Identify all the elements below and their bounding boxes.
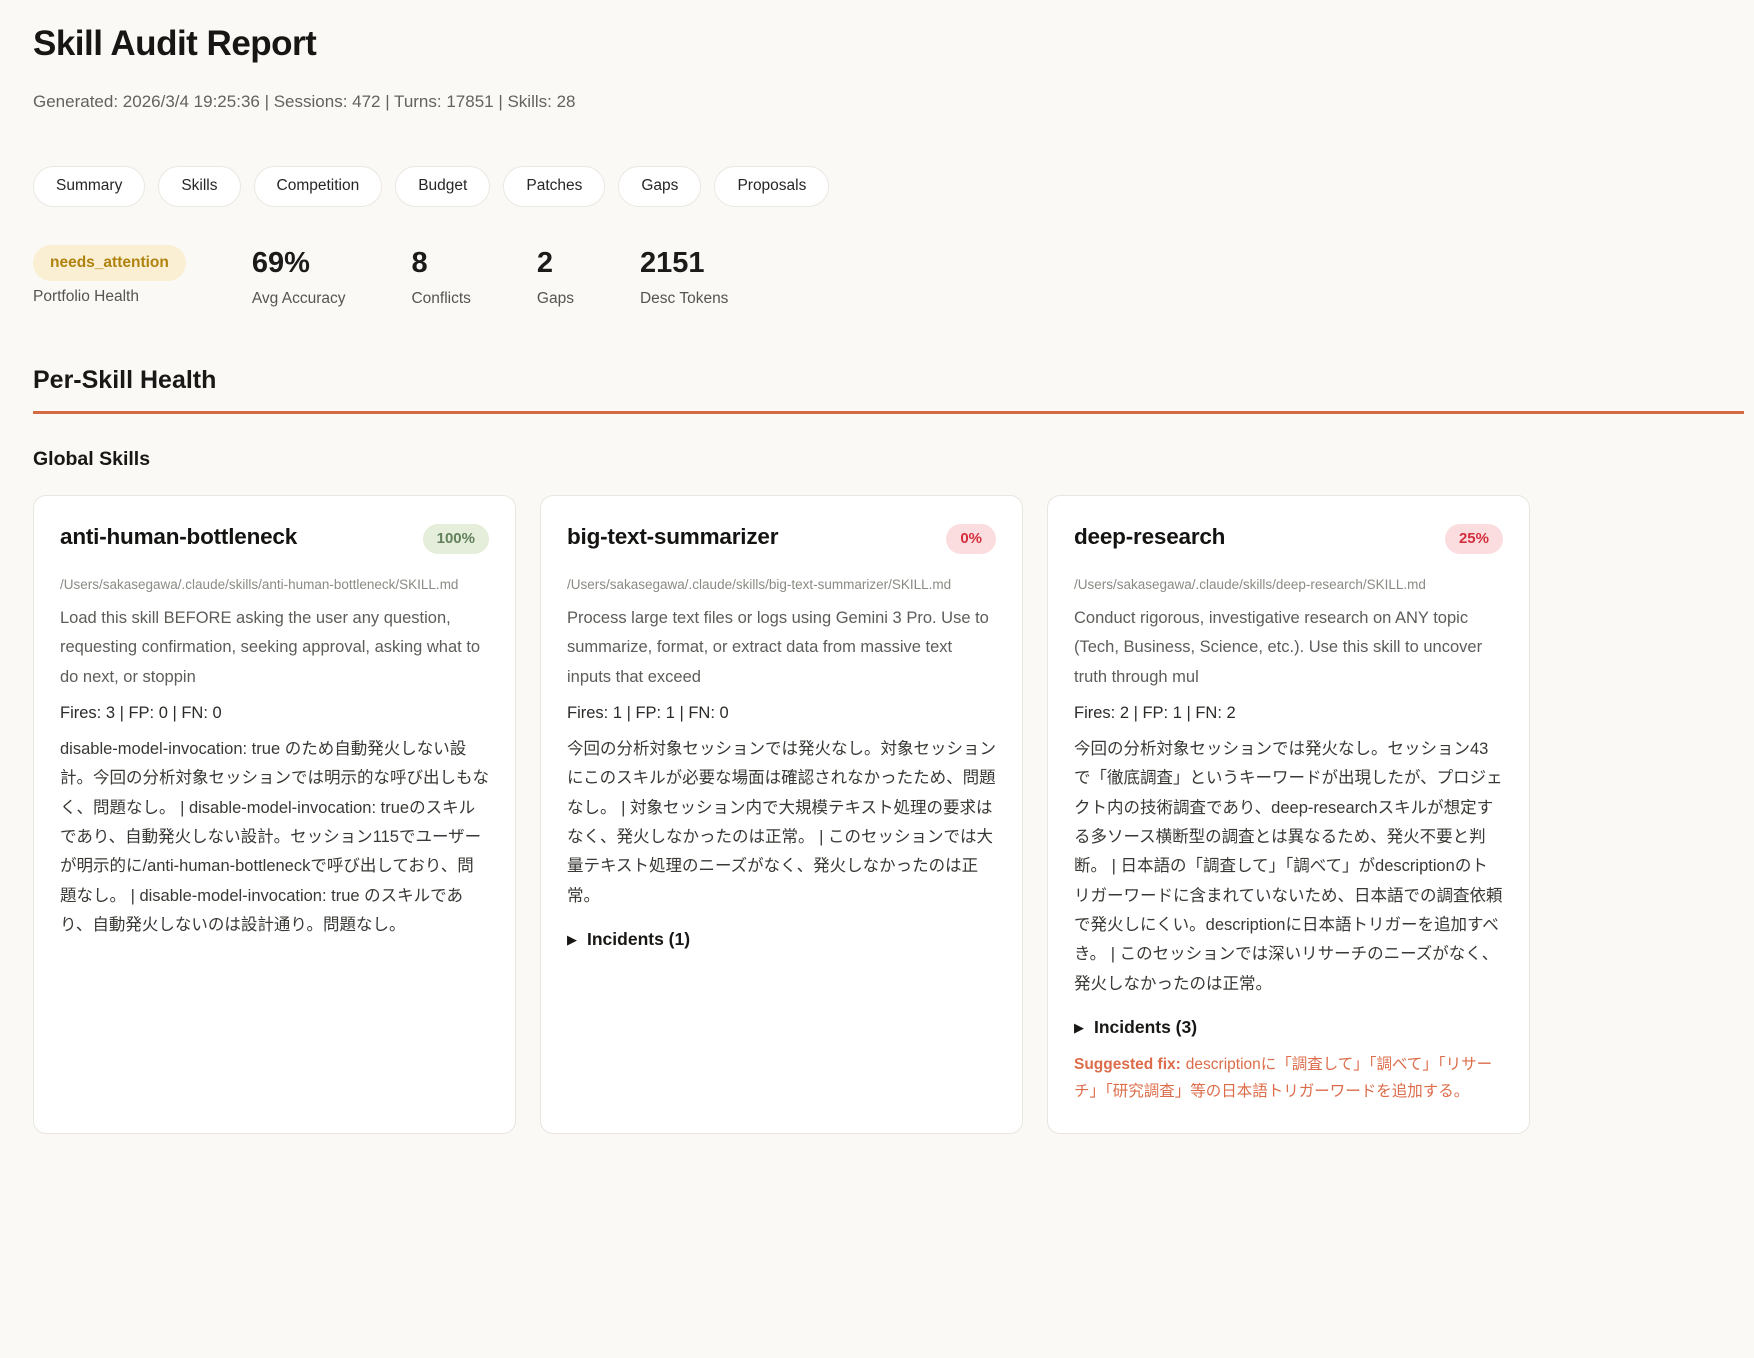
expand-arrow-icon: ▶ [567, 931, 577, 947]
nav-tab-skills[interactable]: Skills [158, 166, 241, 207]
incidents-toggle[interactable]: ▶ Incidents (3) [1074, 1017, 1503, 1038]
stat-gaps: 2 Gaps [537, 245, 574, 308]
skill-name: deep-research [1074, 523, 1226, 549]
skill-card-anti-human-bottleneck: anti-human-bottleneck 100% /Users/sakase… [33, 494, 516, 1134]
nav-tab-patches[interactable]: Patches [503, 166, 606, 207]
skill-description: Load this skill BEFORE asking the user a… [60, 608, 481, 686]
card-header: big-text-summarizer 0% [567, 523, 996, 554]
portfolio-health-badge: needs_attention [33, 244, 186, 282]
stat-value: 8 [411, 246, 428, 279]
skill-audit-report-page: Skill Audit Report Generated: 2026/3/4 1… [33, 24, 1744, 1134]
skill-description: Process large text files or logs using G… [567, 608, 989, 686]
suggested-fix: Suggested fix: descriptionに「調査して」「調べて」「リサ… [1074, 1052, 1503, 1105]
stat-label: Desc Tokens [639, 289, 729, 307]
incidents-label: Incidents (3) [1094, 1017, 1198, 1038]
card-header: deep-research 25% [1074, 523, 1503, 554]
skill-name: anti-human-bottleneck [60, 523, 298, 549]
nav-tab-budget[interactable]: Budget [395, 166, 491, 207]
accuracy-badge: 25% [1444, 523, 1503, 554]
skill-analysis: disable-model-invocation: true のため自動発火しな… [60, 739, 489, 935]
nav-tab-proposals[interactable]: Proposals [714, 166, 830, 207]
stat-label: Gaps [536, 289, 574, 307]
skill-analysis: 今回の分析対象セッションでは発火なし。対象セッションにこのスキルが必要な場面は確… [567, 739, 996, 905]
stat-avg-accuracy: 69% Avg Accuracy [252, 245, 346, 308]
report-meta: Generated: 2026/3/4 19:25:36 | Sessions:… [33, 92, 576, 111]
stats-row: needs_attention Portfolio Health 69% Avg… [33, 244, 1744, 308]
page-title: Skill Audit Report [33, 24, 317, 63]
skill-path: /Users/sakasegawa/.claude/skills/deep-re… [1074, 576, 1426, 592]
skill-path: /Users/sakasegawa/.claude/skills/big-tex… [567, 576, 952, 592]
skill-cards-grid: anti-human-bottleneck 100% /Users/sakase… [33, 494, 1530, 1134]
skill-fire-stats: Fires: 2 | FP: 1 | FN: 2 [1074, 703, 1236, 722]
skill-fire-stats: Fires: 3 | FP: 0 | FN: 0 [60, 703, 222, 722]
skill-card-big-text-summarizer: big-text-summarizer 0% /Users/sakasegawa… [540, 494, 1023, 1134]
stat-desc-tokens: 2151 Desc Tokens [640, 245, 728, 308]
skill-name: big-text-summarizer [567, 523, 779, 549]
stat-label: Portfolio Health [33, 288, 139, 306]
stat-conflicts: 8 Conflicts [411, 245, 470, 308]
nav-tab-competition[interactable]: Competition [253, 166, 383, 207]
stat-label: Avg Accuracy [251, 289, 346, 307]
skill-card-deep-research: deep-research 25% /Users/sakasegawa/.cla… [1047, 494, 1530, 1134]
accuracy-badge: 0% [946, 523, 996, 554]
global-skills-heading: Global Skills [33, 447, 151, 470]
nav-tab-summary[interactable]: Summary [33, 166, 146, 207]
per-skill-health-heading: Per-Skill Health [33, 366, 1744, 414]
expand-arrow-icon: ▶ [1074, 1019, 1084, 1035]
stat-value: 2 [536, 246, 554, 279]
suggested-fix-label: Suggested fix: [1074, 1056, 1181, 1074]
skill-description: Conduct rigorous, investigative research… [1074, 608, 1483, 686]
skill-path: /Users/sakasegawa/.claude/skills/anti-hu… [60, 576, 459, 592]
accuracy-badge: 100% [422, 523, 489, 554]
stat-value: 69% [251, 246, 310, 279]
skill-analysis: 今回の分析対象セッションでは発火なし。セッション43で「徹底調査」というキーワー… [1074, 739, 1503, 993]
stat-value: 2151 [639, 246, 705, 279]
skill-fire-stats: Fires: 1 | FP: 1 | FN: 0 [567, 703, 729, 722]
nav-tab-gaps[interactable]: Gaps [618, 166, 702, 207]
section-nav: Summary Skills Competition Budget Patche… [33, 166, 1744, 207]
card-header: anti-human-bottleneck 100% [60, 523, 489, 554]
incidents-label: Incidents (1) [587, 929, 691, 950]
stat-portfolio-health: needs_attention Portfolio Health [33, 244, 186, 307]
suggested-fix-text: descriptionに「調査して」「調べて」「リサーチ」「研究調査」等の日本語… [1074, 1056, 1493, 1100]
incidents-toggle[interactable]: ▶ Incidents (1) [567, 929, 996, 950]
stat-label: Conflicts [411, 289, 471, 307]
